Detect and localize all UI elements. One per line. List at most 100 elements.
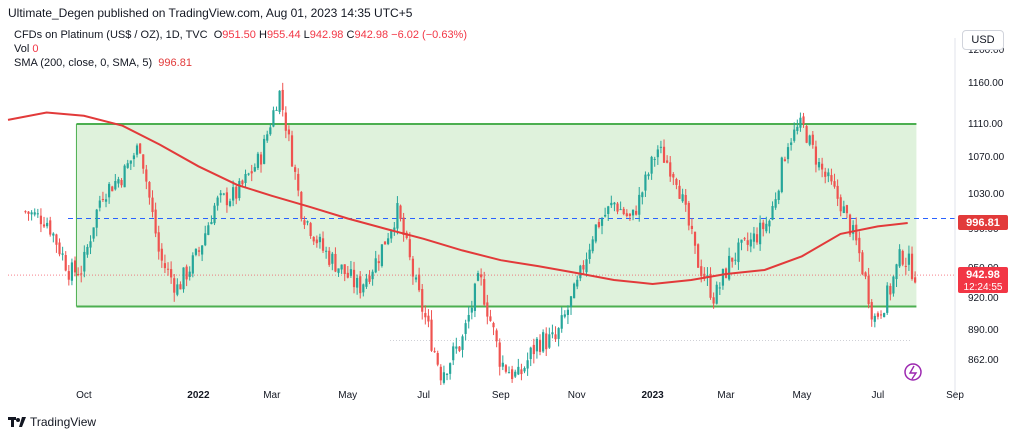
candle-body (504, 365, 508, 372)
candle (569, 295, 573, 315)
candle-body (842, 206, 845, 214)
candle-body (771, 206, 774, 220)
candle (613, 201, 616, 212)
candle (557, 327, 560, 347)
candle-body (126, 163, 129, 168)
candle-body (101, 198, 105, 200)
candle (318, 233, 322, 249)
candle-body (662, 146, 666, 163)
y-tick-label: 1160.00 (968, 78, 1004, 89)
candle-body (315, 239, 318, 244)
candle-body (718, 287, 721, 289)
candle (340, 264, 343, 274)
candle-body (194, 248, 198, 255)
candle-body (228, 201, 232, 206)
candle-body (408, 239, 411, 258)
candle-body (616, 203, 619, 212)
candle-body (275, 109, 278, 111)
candle-body (740, 239, 743, 243)
candle (52, 232, 55, 243)
candle-body (281, 89, 284, 111)
candle-body (312, 236, 315, 242)
candle (411, 255, 415, 285)
channel-layer (8, 123, 955, 342)
candle-body (579, 265, 582, 279)
candle-body (910, 253, 914, 279)
sma-price-badge-bg (958, 215, 1008, 231)
candle (604, 207, 607, 218)
candle-body (27, 211, 30, 214)
candle (619, 201, 622, 211)
candle (365, 273, 368, 289)
candle-body (495, 330, 498, 342)
candle-body (266, 134, 269, 141)
candle-body (445, 373, 449, 375)
candle-body (104, 199, 108, 202)
candle (805, 124, 808, 144)
currency-button[interactable]: USD (962, 30, 1004, 50)
candle (641, 191, 644, 205)
legend-sma-row: SMA (200, close, 0, SMA, 5) 996.81 (14, 56, 467, 70)
candle (771, 201, 774, 221)
candle (833, 173, 836, 189)
candle (498, 338, 501, 376)
legend-volume-row: Vol 0 (14, 42, 467, 56)
candle-body (55, 234, 58, 245)
candle-body (83, 251, 86, 272)
candle-body (594, 224, 597, 242)
candle (752, 226, 756, 249)
candle (225, 187, 229, 213)
candle (697, 243, 700, 268)
candle-body (95, 209, 98, 228)
candle-body (411, 258, 415, 277)
candle (219, 190, 222, 203)
candle-body (678, 185, 681, 199)
candle-body (836, 185, 839, 199)
candle-body (250, 171, 253, 174)
candle (728, 247, 731, 281)
candle-body (855, 224, 858, 241)
event-icon[interactable] (904, 363, 922, 381)
candle-body (889, 285, 892, 295)
candle-body (188, 271, 191, 277)
candle (749, 232, 752, 253)
candle-body (377, 261, 380, 264)
candle-body (117, 179, 120, 184)
candle (889, 283, 892, 301)
candle-body (734, 259, 737, 261)
candle (73, 256, 77, 277)
candle (910, 246, 914, 281)
candle-body (557, 328, 560, 339)
candle (585, 252, 588, 277)
candle (898, 244, 901, 268)
candle-body (346, 272, 349, 278)
candle-body (343, 264, 346, 275)
candle-body (216, 197, 219, 206)
candle-body (790, 142, 793, 145)
sma-label[interactable]: SMA (200, close, 0, SMA, 5) (14, 57, 153, 69)
tradingview-logo[interactable]: TradingView (8, 414, 96, 430)
candle-body (755, 234, 759, 243)
candle-body (588, 249, 591, 259)
sma-price-badge-label: 996.81 (966, 217, 1000, 229)
candle (839, 194, 842, 217)
candle (514, 369, 517, 379)
symbol-name[interactable]: CFDs on Platinum (US$ / OZ), 1D, TVC (14, 29, 208, 41)
candle (650, 155, 653, 180)
candle (61, 246, 64, 261)
candle-body (399, 205, 402, 219)
candle-body (182, 267, 185, 290)
candle-body (145, 169, 148, 182)
candle-body (610, 202, 613, 206)
candle-body (294, 167, 297, 172)
vol-label[interactable]: Vol (14, 43, 30, 55)
candle-body (529, 347, 532, 360)
candle-body (170, 269, 173, 278)
candle-body (684, 194, 687, 205)
x-tick-label: Sep (946, 390, 964, 401)
candle (867, 267, 870, 309)
candle-body (49, 220, 52, 235)
candle (759, 215, 762, 251)
